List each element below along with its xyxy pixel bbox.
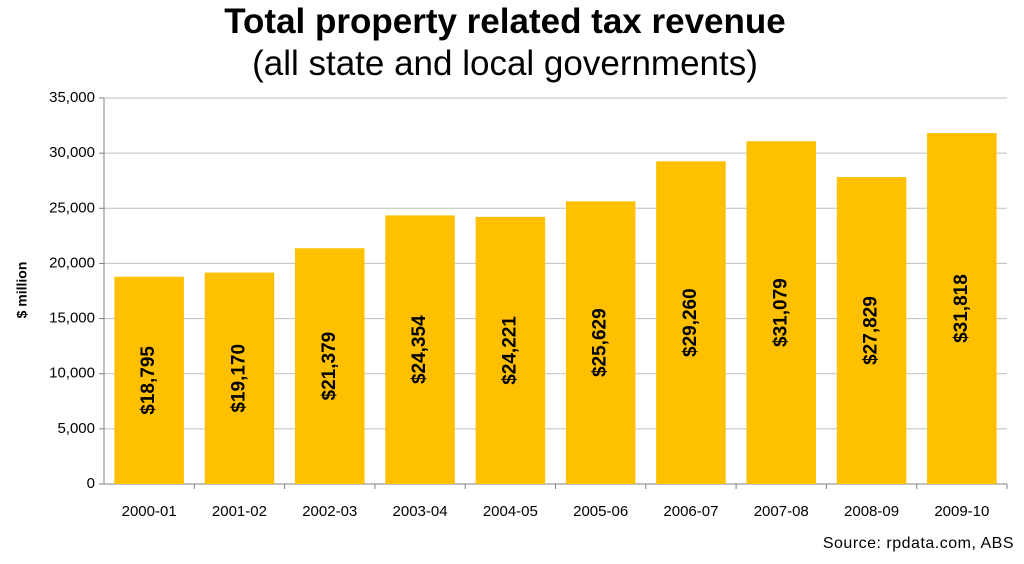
data-label: $25,629 (590, 308, 611, 377)
bar-2002-03 (294, 248, 365, 484)
y-tick-label: 15,000 (49, 310, 95, 327)
bar-2007-08 (746, 141, 817, 484)
data-label: $24,354 (409, 315, 430, 384)
bar-2006-07 (656, 161, 726, 484)
bars (114, 133, 997, 485)
y-tick-label: 35,000 (49, 89, 95, 106)
x-tick-labels: 2000-01 2001-02 2002-03 2003-04 2004-05 2005-… (122, 503, 990, 520)
data-label: $18,795 (138, 346, 159, 415)
bar-2003-04 (385, 215, 455, 485)
data-label: $19,170 (228, 344, 249, 413)
bar-2009-10 (927, 133, 997, 485)
x-tick-label: 2000-01 (122, 503, 177, 520)
data-label: $29,260 (680, 288, 701, 357)
y-tick-label: 5,000 (57, 420, 95, 437)
chart-subtitle: (all state and local governments) (252, 44, 758, 83)
data-label: $31,079 (770, 278, 791, 347)
x-tick-label: 2005-06 (573, 503, 628, 520)
data-label: $31,818 (951, 274, 972, 343)
x-tick-label: 2003-04 (393, 503, 448, 520)
y-tick-label: 25,000 (49, 199, 95, 216)
data-label: $27,829 (861, 296, 882, 365)
x-tick-label: 2001-02 (212, 503, 267, 520)
y-tick-label: 20,000 (49, 254, 95, 271)
x-tick-label: 2008-09 (844, 503, 899, 520)
x-tick-label: 2004-05 (483, 503, 538, 520)
y-tick-labels: 0 5,000 10,000 15,000 20,000 25,000 30,000 35,0… (49, 89, 95, 492)
bar-2008-09 (836, 177, 907, 485)
y-tick-label: 30,000 (49, 144, 95, 161)
data-labels: $18,795 $19,170 $21,379 $24,354 $24,221 $25,6… (138, 274, 972, 415)
data-label: $21,379 (319, 332, 340, 401)
bar-2001-02 (204, 272, 275, 484)
x-tick-label: 2009-10 (934, 503, 989, 520)
x-tick-label: 2006-07 (663, 503, 718, 520)
x-tick-label: 2007-08 (754, 503, 809, 520)
bar-2005-06 (565, 201, 636, 484)
data-label: $24,221 (499, 316, 520, 385)
chart-title: Total property related tax revenue (224, 2, 786, 41)
bar-2000-01 (114, 276, 184, 484)
x-tick-label: 2002-03 (302, 503, 357, 520)
y-tick-label: 0 (87, 475, 95, 492)
chart-source: Source: rpdata.com, ABS (822, 535, 1014, 552)
y-tick-label: 10,000 (49, 365, 95, 382)
bar-2004-05 (475, 216, 546, 485)
y-axis-label: $ million (14, 262, 30, 319)
